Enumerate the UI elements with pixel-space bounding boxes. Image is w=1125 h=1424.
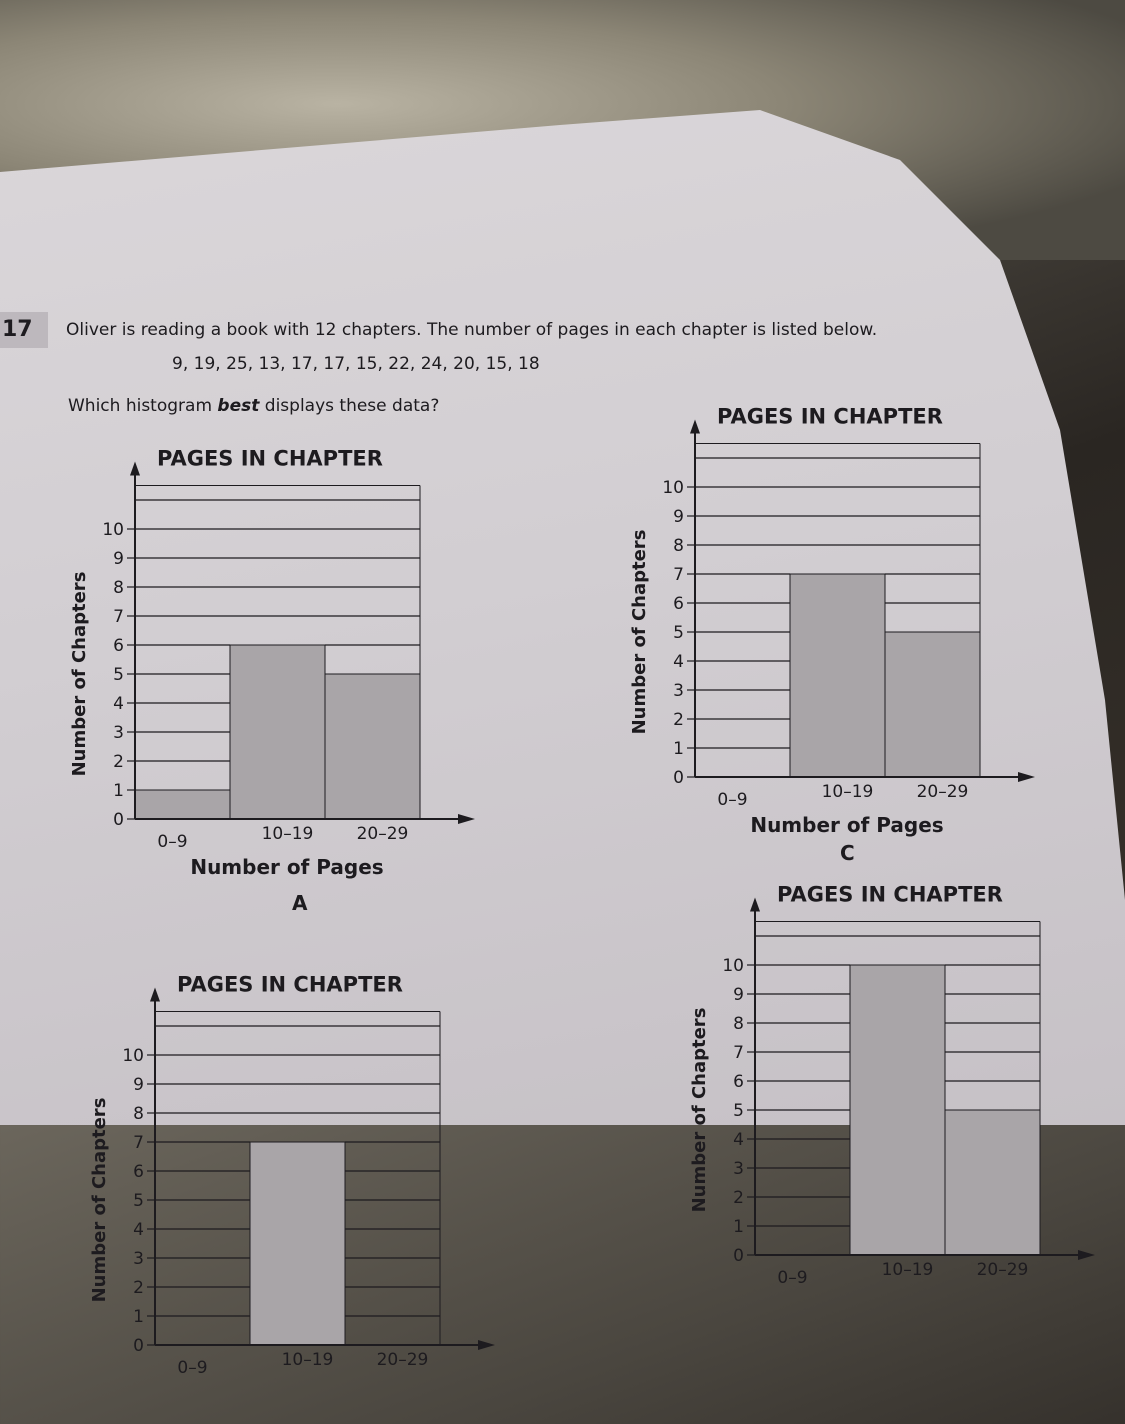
histogram-c: 0 1 2 3 4 5 6 7 8 9 10 0–9 10–19 20–29 PAGES IN CHAPTE… xyxy=(620,405,1035,852)
y-tick-label: 8 xyxy=(113,578,124,598)
histogram-a: 0 1 2 3 4 5 6 7 8 9 10 0–9 10–19 20–29 PAGES IN CHAPTE… xyxy=(60,447,475,894)
x-tick-label: 0–9 xyxy=(717,790,747,810)
y-tick-label: 7 xyxy=(673,565,684,585)
y-tick-label: 1 xyxy=(673,739,684,759)
prompt-end: displays these data? xyxy=(259,396,440,416)
y-tick-label: 2 xyxy=(133,1278,144,1298)
x-axis-label: Number of Pages xyxy=(750,813,943,837)
histogram-b: 0 1 2 3 4 5 6 7 8 9 10 0–9 10–19 20–29 PAGES IN CHAPTE… xyxy=(80,973,495,1420)
y-axis-arrow-icon xyxy=(690,419,700,434)
chart-title: PAGES IN CHAPTER xyxy=(777,883,1003,907)
data-list: 9, 19, 25, 13, 17, 17, 15, 22, 24, 20, 1… xyxy=(172,354,540,374)
y-tick-label: 0 xyxy=(733,1246,744,1266)
y-tick-label: 2 xyxy=(733,1188,744,1208)
chart-title: PAGES IN CHAPTER xyxy=(717,405,943,429)
y-tick-label: 3 xyxy=(733,1159,744,1179)
y-tick-label: 2 xyxy=(673,710,684,730)
x-axis-arrow-icon xyxy=(1018,772,1035,782)
y-tick-label: 9 xyxy=(113,549,124,569)
y-tick-label: 5 xyxy=(673,623,684,643)
y-tick-label: 6 xyxy=(673,594,684,614)
y-tick-label: 10 xyxy=(122,1046,144,1066)
y-tick-label: 8 xyxy=(133,1104,144,1124)
y-tick-label: 8 xyxy=(733,1014,744,1034)
x-tick-label: 10–19 xyxy=(882,1260,934,1280)
y-tick-label: 7 xyxy=(113,607,124,627)
question-prompt: Which histogram best displays these data… xyxy=(68,396,439,416)
y-axis-arrow-icon xyxy=(150,987,160,1002)
y-tick-label: 3 xyxy=(113,723,124,743)
y-tick-label: 2 xyxy=(113,752,124,772)
worksheet-page xyxy=(0,110,1125,1125)
x-axis-arrow-icon xyxy=(1078,1250,1095,1260)
y-tick-label: 4 xyxy=(133,1220,144,1240)
x-tick-label: 0–9 xyxy=(777,1268,807,1288)
bar-10–19 xyxy=(789,573,886,778)
y-tick-label: 1 xyxy=(733,1217,744,1237)
y-tick-label: 4 xyxy=(733,1130,744,1150)
y-tick-label: 10 xyxy=(722,956,744,976)
question-number: 17 xyxy=(0,312,48,348)
y-tick-label: 3 xyxy=(673,681,684,701)
y-axis-label: Number of Chapters xyxy=(89,1098,110,1303)
y-tick-label: 10 xyxy=(102,520,124,540)
bar-10–19 xyxy=(229,644,326,820)
x-tick-label: 20–29 xyxy=(357,824,409,844)
bar-10–19 xyxy=(249,1141,346,1346)
y-axis-arrow-icon xyxy=(130,461,140,476)
y-tick-label: 9 xyxy=(133,1075,144,1095)
y-tick-label: 7 xyxy=(133,1133,144,1153)
bar-20–29 xyxy=(884,631,981,778)
x-axis-arrow-icon xyxy=(478,1340,495,1350)
histogram-d: 0 1 2 3 4 5 6 7 8 9 10 0–9 10–19 20–29 PAGES IN CHAPTE… xyxy=(680,883,1095,1330)
y-tick-label: 5 xyxy=(733,1101,744,1121)
y-tick-label: 1 xyxy=(113,781,124,801)
y-tick-label: 10 xyxy=(662,478,684,498)
y-axis-label: Number of Chapters xyxy=(629,530,650,735)
y-tick-label: 6 xyxy=(733,1072,744,1092)
y-tick-label: 3 xyxy=(133,1249,144,1269)
y-tick-label: 5 xyxy=(133,1191,144,1211)
y-tick-label: 8 xyxy=(673,536,684,556)
x-tick-label: 20–29 xyxy=(917,782,969,802)
x-tick-label: 20–29 xyxy=(977,1260,1029,1280)
y-axis-label: Number of Chapters xyxy=(69,572,90,777)
y-tick-label: 7 xyxy=(733,1043,744,1063)
bar-10–19 xyxy=(849,964,946,1256)
y-tick-label: 6 xyxy=(113,636,124,656)
chart-title: PAGES IN CHAPTER xyxy=(157,447,383,471)
y-tick-label: 0 xyxy=(113,810,124,830)
y-axis-arrow-icon xyxy=(750,897,760,912)
y-tick-label: 0 xyxy=(133,1336,144,1356)
question-text: Oliver is reading a book with 12 chapter… xyxy=(66,320,878,340)
prompt-start: Which histogram xyxy=(68,396,218,416)
y-tick-label: 0 xyxy=(673,768,684,788)
x-tick-label: 0–9 xyxy=(157,832,187,852)
x-tick-label: 10–19 xyxy=(262,824,314,844)
x-tick-label: 10–19 xyxy=(822,782,874,802)
option-label-c: C xyxy=(840,841,855,865)
y-axis-label: Number of Chapters xyxy=(689,1008,710,1213)
y-tick-label: 6 xyxy=(133,1162,144,1182)
chart-title: PAGES IN CHAPTER xyxy=(177,973,403,997)
x-tick-label: 0–9 xyxy=(177,1358,207,1378)
x-tick-label: 20–29 xyxy=(377,1350,429,1370)
x-axis-label: Number of Pages xyxy=(190,855,383,879)
y-tick-label: 1 xyxy=(133,1307,144,1327)
y-tick-label: 5 xyxy=(113,665,124,685)
y-tick-label: 4 xyxy=(113,694,124,714)
prompt-emphasis: best xyxy=(217,396,260,416)
bar-20–29 xyxy=(324,673,421,820)
option-label-a: A xyxy=(292,891,308,915)
y-tick-label: 4 xyxy=(673,652,684,672)
y-tick-label: 9 xyxy=(673,507,684,527)
x-axis-arrow-icon xyxy=(458,814,475,824)
bar-20–29 xyxy=(944,1109,1041,1256)
x-tick-label: 10–19 xyxy=(282,1350,334,1370)
y-tick-label: 9 xyxy=(733,985,744,1005)
bar-0–9 xyxy=(134,789,231,820)
